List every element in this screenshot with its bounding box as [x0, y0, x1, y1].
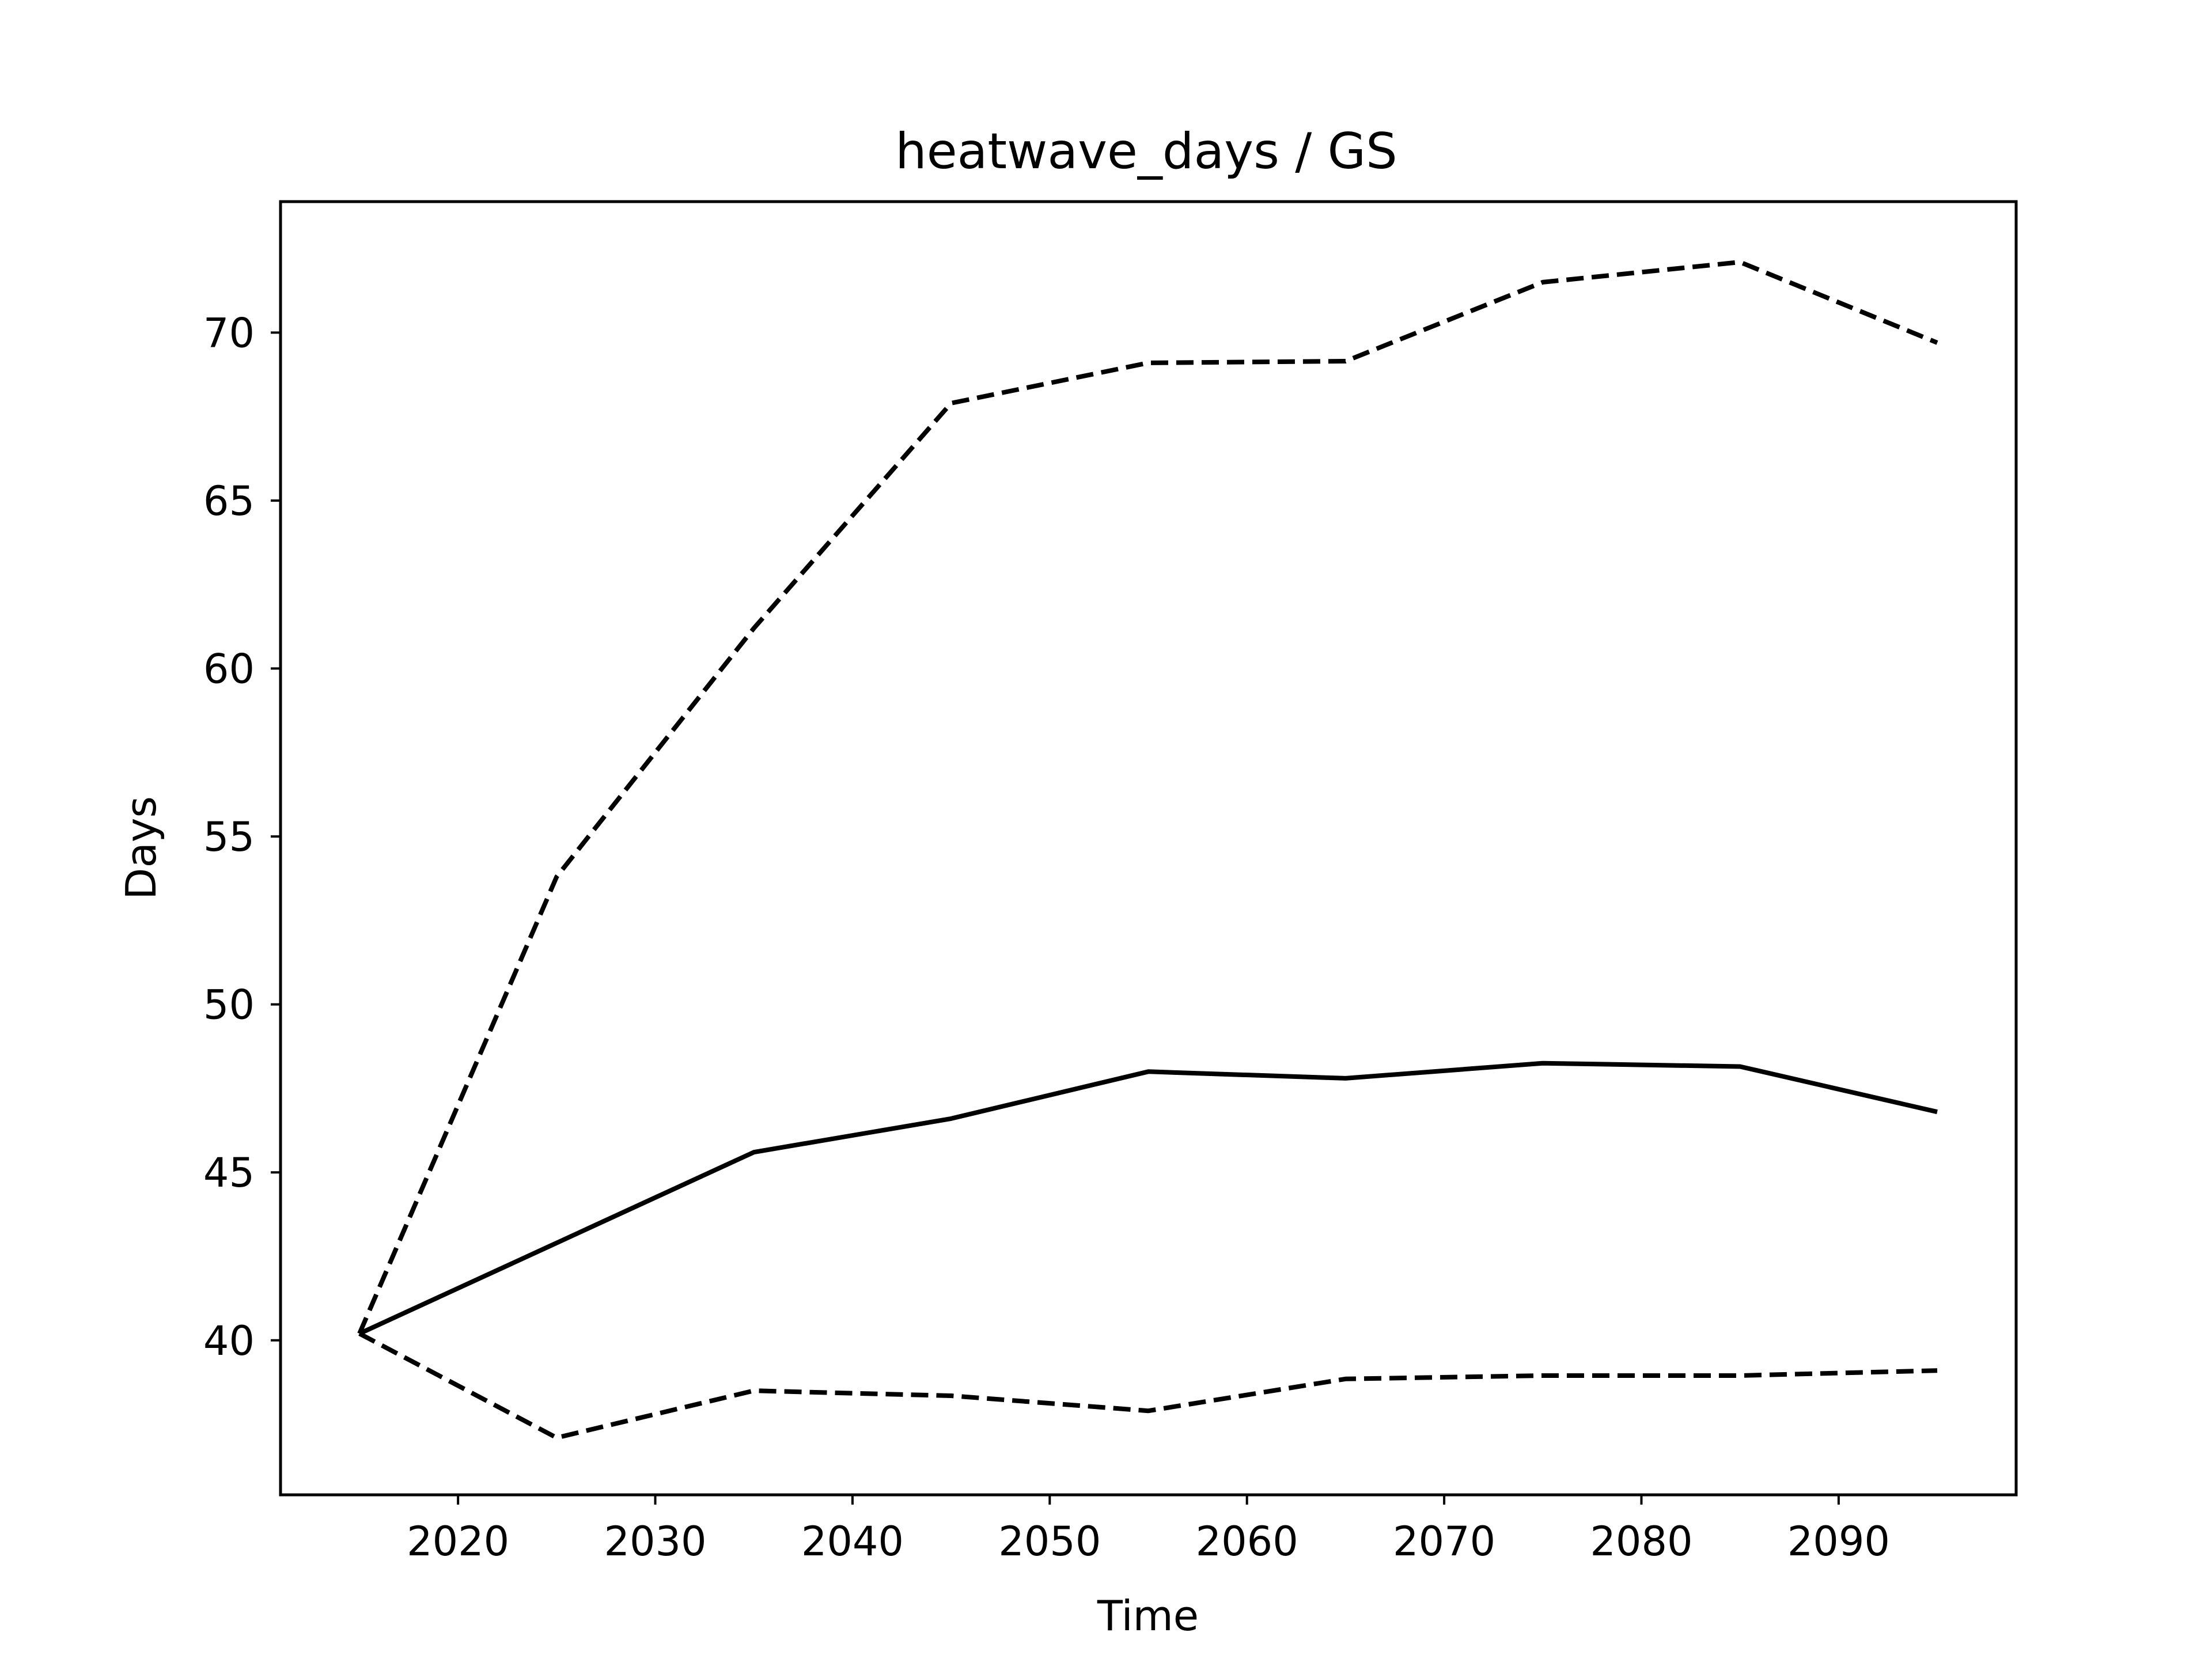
y-tick-label: 55: [203, 813, 255, 861]
x-tick-label: 2020: [407, 1518, 509, 1565]
series-lines: [357, 260, 1938, 1440]
series-line-2-dashed: [357, 260, 1938, 1335]
x-tick-label: 2030: [604, 1518, 706, 1565]
series-line-1-solid: [358, 1060, 1938, 1336]
x-axis-ticks: 2020 2030 2040 2050 2060 2070 2080 2090: [407, 1495, 1890, 1565]
x-tick-label: 2040: [801, 1518, 904, 1565]
y-tick-label: 60: [203, 646, 255, 693]
x-tick-label: 2070: [1393, 1518, 1495, 1565]
x-tick-label: 2080: [1590, 1518, 1692, 1565]
plot-area-frame: [279, 200, 2018, 1497]
y-tick-label: 70: [203, 309, 255, 357]
chart-title: heatwave_days / GS: [895, 123, 1397, 180]
x-tick-label: 2060: [1196, 1518, 1298, 1565]
x-tick-label: 2050: [998, 1518, 1101, 1565]
y-tick-label: 50: [203, 982, 255, 1029]
y-axis-ticks: 40 45 50 55 60 65 70: [203, 309, 281, 1365]
y-axis-label: Days: [117, 796, 165, 900]
y-tick-label: 45: [203, 1149, 255, 1196]
series-line-3-dashed: [358, 1331, 1938, 1440]
x-axis-label: Time: [1097, 1592, 1199, 1640]
x-tick-label: 2090: [1787, 1518, 1890, 1565]
y-tick-label: 65: [203, 478, 255, 525]
y-tick-label: 40: [203, 1317, 255, 1365]
